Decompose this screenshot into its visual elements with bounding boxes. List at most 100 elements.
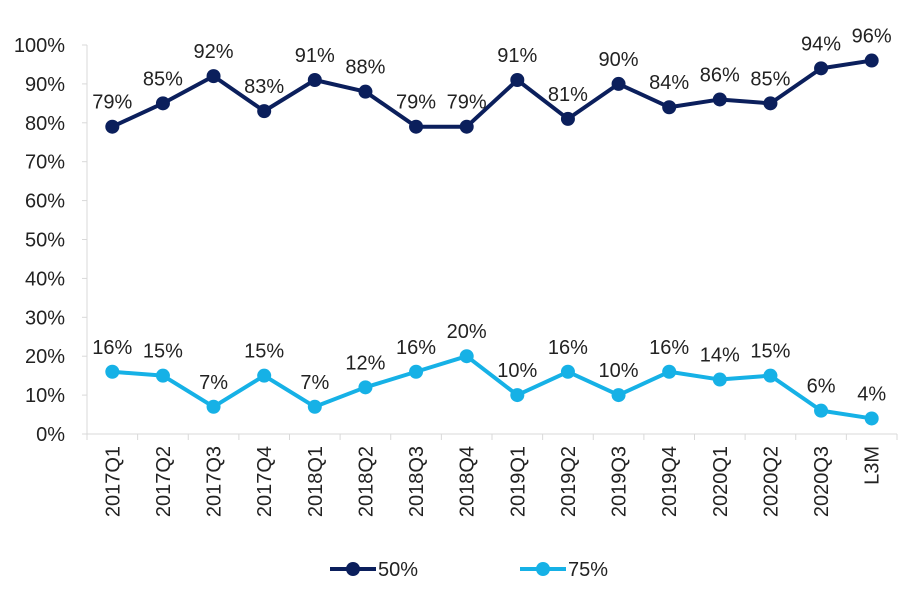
x-tick-label: 2020Q1	[710, 446, 732, 517]
data-label: 16%	[396, 337, 436, 359]
y-tick-label: 80%	[25, 113, 65, 135]
legend-marker	[536, 562, 550, 576]
series-layer: 79% 85% 92% 83% 91% 88% 79% 79% 91% 81% 90% 84% 86% 8…	[92, 26, 892, 426]
x-tick-label: 2019Q2	[558, 446, 580, 517]
x-tick-label: 2018Q1	[305, 446, 327, 517]
y-tick-label: 50%	[25, 230, 65, 252]
axes: 0% 10% 20% 30% 40% 50% 60% 70% 80% 90% 100% 2017Q1 2…	[14, 35, 898, 517]
data-point	[155, 96, 170, 111]
data-point	[155, 368, 170, 383]
data-label: 16%	[649, 337, 689, 359]
data-label: 83%	[244, 76, 284, 98]
data-label: 96%	[852, 26, 892, 48]
data-label: 6%	[807, 376, 836, 398]
data-point	[560, 364, 575, 379]
data-point	[358, 84, 373, 99]
data-label: 85%	[143, 68, 183, 90]
x-tick-label: 2019Q1	[507, 446, 529, 517]
y-tick-label: 10%	[25, 385, 65, 407]
data-point	[763, 368, 778, 383]
data-label: 94%	[801, 33, 841, 55]
data-point	[510, 388, 525, 403]
data-label: 15%	[143, 341, 183, 363]
data-label: 81%	[548, 84, 588, 106]
data-point	[307, 399, 322, 414]
data-label: 91%	[497, 45, 537, 67]
data-point	[459, 119, 474, 134]
data-point	[611, 76, 626, 91]
data-point	[662, 364, 677, 379]
x-tick-label: 2018Q4	[457, 446, 479, 517]
data-point	[105, 364, 120, 379]
data-point	[257, 104, 272, 119]
y-tick-label: 0%	[36, 424, 65, 446]
data-label: 79%	[92, 92, 132, 114]
data-label: 79%	[447, 92, 487, 114]
data-label: 7%	[300, 372, 329, 394]
y-tick-label: 60%	[25, 191, 65, 213]
y-tick-label: 30%	[25, 307, 65, 329]
data-label: 92%	[194, 41, 234, 63]
data-point	[814, 403, 829, 418]
series-1: 16% 15% 7% 15% 7% 12% 16% 20% 10% 16% 10% 16% 14% 15%…	[92, 321, 886, 426]
data-point	[814, 61, 829, 76]
y-tick-label: 40%	[25, 268, 65, 290]
data-label: 10%	[599, 360, 639, 382]
data-point	[510, 73, 525, 88]
legend-item: 50%	[330, 559, 418, 581]
data-label: 85%	[750, 68, 790, 90]
legend: 50% 75%	[330, 559, 608, 581]
y-tick-label: 20%	[25, 346, 65, 368]
x-tick-label: 2017Q4	[254, 446, 276, 517]
data-point	[358, 380, 373, 395]
data-point	[409, 364, 424, 379]
data-label: 14%	[700, 345, 740, 367]
data-label: 16%	[548, 337, 588, 359]
x-tick-label: 2017Q3	[204, 446, 226, 517]
data-label: 16%	[92, 337, 132, 359]
data-label: 91%	[295, 45, 335, 67]
x-tick-label: 2018Q2	[355, 446, 377, 517]
data-point	[105, 119, 120, 134]
data-point	[206, 399, 221, 414]
x-tick-label: 2017Q2	[153, 446, 175, 517]
data-point	[662, 100, 677, 115]
data-point	[257, 368, 272, 383]
data-label: 79%	[396, 92, 436, 114]
y-tick-label: 70%	[25, 152, 65, 174]
data-point	[560, 111, 575, 126]
series-0: 79% 85% 92% 83% 91% 88% 79% 79% 91% 81% 90% 84% 86% 8…	[92, 26, 892, 134]
legend-marker	[346, 562, 360, 576]
data-point	[611, 388, 626, 403]
data-label: 15%	[750, 341, 790, 363]
data-label: 20%	[447, 321, 487, 343]
data-label: 88%	[345, 57, 385, 79]
data-label: 84%	[649, 72, 689, 94]
data-point	[864, 411, 879, 426]
x-tick-label: 2019Q3	[609, 446, 631, 517]
data-label: 86%	[700, 64, 740, 86]
data-point	[864, 53, 879, 68]
series-line	[111, 58, 872, 129]
data-point	[206, 69, 221, 84]
x-tick-label: 2020Q2	[760, 446, 782, 517]
data-point	[307, 73, 322, 88]
legend-item: 75%	[520, 559, 608, 581]
x-tick-label: 2020Q3	[811, 446, 833, 517]
data-label: 10%	[497, 360, 537, 382]
legend-label: 75%	[568, 559, 608, 581]
x-tick-label: 2017Q1	[102, 446, 124, 517]
data-point	[409, 119, 424, 134]
data-label: 7%	[199, 372, 228, 394]
data-label: 15%	[244, 341, 284, 363]
data-label: 4%	[857, 383, 886, 405]
legend-label: 50%	[378, 559, 418, 581]
data-point	[459, 349, 474, 364]
y-tick-label: 100%	[14, 35, 65, 57]
x-tick-label: L3M	[862, 446, 884, 485]
series-line	[112, 354, 872, 421]
x-tick-label: 2019Q4	[659, 446, 681, 517]
y-tick-label: 90%	[25, 74, 65, 96]
x-tick-label: 2018Q3	[406, 446, 428, 517]
data-label: 90%	[599, 49, 639, 71]
